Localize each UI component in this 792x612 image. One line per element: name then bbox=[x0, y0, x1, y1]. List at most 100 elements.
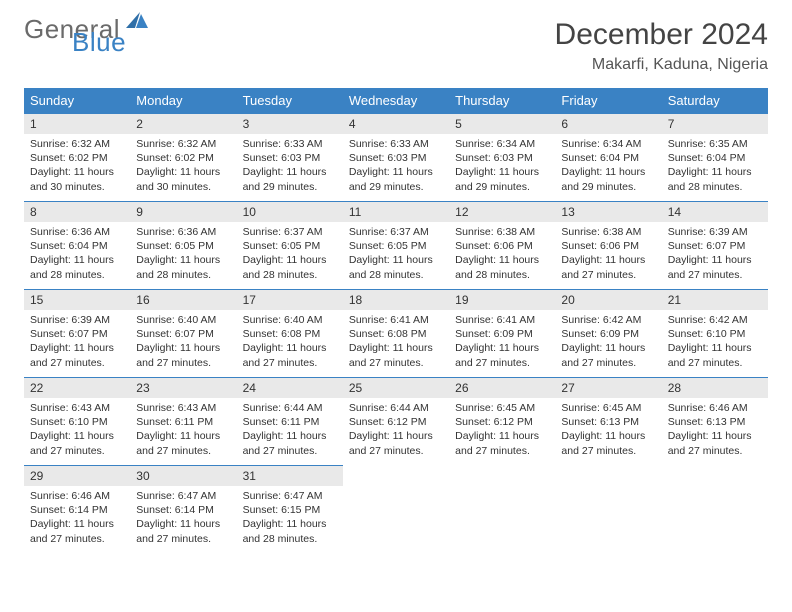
day-info: Sunrise: 6:34 AMSunset: 6:04 PMDaylight:… bbox=[555, 134, 661, 200]
day-cell: 14Sunrise: 6:39 AMSunset: 6:07 PMDayligh… bbox=[662, 201, 768, 289]
day-cell: 31Sunrise: 6:47 AMSunset: 6:15 PMDayligh… bbox=[237, 465, 343, 553]
empty-cell bbox=[555, 465, 661, 553]
day-number: 16 bbox=[130, 290, 236, 310]
day-info: Sunrise: 6:45 AMSunset: 6:13 PMDaylight:… bbox=[555, 398, 661, 464]
day-number: 4 bbox=[343, 114, 449, 134]
day-cell: 7Sunrise: 6:35 AMSunset: 6:04 PMDaylight… bbox=[662, 113, 768, 201]
day-info: Sunrise: 6:43 AMSunset: 6:10 PMDaylight:… bbox=[24, 398, 130, 464]
day-number: 20 bbox=[555, 290, 661, 310]
day-info: Sunrise: 6:46 AMSunset: 6:14 PMDaylight:… bbox=[24, 486, 130, 552]
day-number: 12 bbox=[449, 202, 555, 222]
day-info: Sunrise: 6:38 AMSunset: 6:06 PMDaylight:… bbox=[449, 222, 555, 288]
day-number: 15 bbox=[24, 290, 130, 310]
day-number: 11 bbox=[343, 202, 449, 222]
day-info: Sunrise: 6:36 AMSunset: 6:04 PMDaylight:… bbox=[24, 222, 130, 288]
day-number: 26 bbox=[449, 378, 555, 398]
day-cell: 10Sunrise: 6:37 AMSunset: 6:05 PMDayligh… bbox=[237, 201, 343, 289]
day-number: 5 bbox=[449, 114, 555, 134]
month-title: December 2024 bbox=[555, 18, 768, 52]
day-cell: 11Sunrise: 6:37 AMSunset: 6:05 PMDayligh… bbox=[343, 201, 449, 289]
day-cell: 5Sunrise: 6:34 AMSunset: 6:03 PMDaylight… bbox=[449, 113, 555, 201]
day-cell: 2Sunrise: 6:32 AMSunset: 6:02 PMDaylight… bbox=[130, 113, 236, 201]
day-info: Sunrise: 6:33 AMSunset: 6:03 PMDaylight:… bbox=[237, 134, 343, 200]
empty-cell bbox=[343, 465, 449, 553]
weekday-header: Wednesday bbox=[343, 88, 449, 113]
day-info: Sunrise: 6:40 AMSunset: 6:07 PMDaylight:… bbox=[130, 310, 236, 376]
day-number: 7 bbox=[662, 114, 768, 134]
day-info: Sunrise: 6:34 AMSunset: 6:03 PMDaylight:… bbox=[449, 134, 555, 200]
day-number: 27 bbox=[555, 378, 661, 398]
day-cell: 27Sunrise: 6:45 AMSunset: 6:13 PMDayligh… bbox=[555, 377, 661, 465]
header: GeneralBlue December 2024 Makarfi, Kadun… bbox=[24, 18, 768, 74]
day-info: Sunrise: 6:35 AMSunset: 6:04 PMDaylight:… bbox=[662, 134, 768, 200]
day-info: Sunrise: 6:45 AMSunset: 6:12 PMDaylight:… bbox=[449, 398, 555, 464]
day-cell: 3Sunrise: 6:33 AMSunset: 6:03 PMDaylight… bbox=[237, 113, 343, 201]
empty-cell bbox=[662, 465, 768, 553]
day-info: Sunrise: 6:47 AMSunset: 6:14 PMDaylight:… bbox=[130, 486, 236, 552]
day-cell: 23Sunrise: 6:43 AMSunset: 6:11 PMDayligh… bbox=[130, 377, 236, 465]
weekday-header: Sunday bbox=[24, 88, 130, 113]
day-info: Sunrise: 6:41 AMSunset: 6:09 PMDaylight:… bbox=[449, 310, 555, 376]
day-cell: 8Sunrise: 6:36 AMSunset: 6:04 PMDaylight… bbox=[24, 201, 130, 289]
day-number: 6 bbox=[555, 114, 661, 134]
day-info: Sunrise: 6:41 AMSunset: 6:08 PMDaylight:… bbox=[343, 310, 449, 376]
day-cell: 4Sunrise: 6:33 AMSunset: 6:03 PMDaylight… bbox=[343, 113, 449, 201]
day-info: Sunrise: 6:36 AMSunset: 6:05 PMDaylight:… bbox=[130, 222, 236, 288]
day-cell: 24Sunrise: 6:44 AMSunset: 6:11 PMDayligh… bbox=[237, 377, 343, 465]
day-number: 8 bbox=[24, 202, 130, 222]
day-number: 17 bbox=[237, 290, 343, 310]
day-cell: 18Sunrise: 6:41 AMSunset: 6:08 PMDayligh… bbox=[343, 289, 449, 377]
day-number: 19 bbox=[449, 290, 555, 310]
day-number: 1 bbox=[24, 114, 130, 134]
day-info: Sunrise: 6:42 AMSunset: 6:09 PMDaylight:… bbox=[555, 310, 661, 376]
logo-sail-icon bbox=[126, 12, 148, 30]
logo: GeneralBlue bbox=[24, 18, 146, 65]
empty-cell bbox=[449, 465, 555, 553]
day-number: 9 bbox=[130, 202, 236, 222]
day-info: Sunrise: 6:39 AMSunset: 6:07 PMDaylight:… bbox=[24, 310, 130, 376]
day-cell: 9Sunrise: 6:36 AMSunset: 6:05 PMDaylight… bbox=[130, 201, 236, 289]
day-cell: 21Sunrise: 6:42 AMSunset: 6:10 PMDayligh… bbox=[662, 289, 768, 377]
day-number: 24 bbox=[237, 378, 343, 398]
logo-text-2: Blue bbox=[72, 27, 126, 57]
day-cell: 6Sunrise: 6:34 AMSunset: 6:04 PMDaylight… bbox=[555, 113, 661, 201]
weekday-header: Friday bbox=[555, 88, 661, 113]
day-info: Sunrise: 6:37 AMSunset: 6:05 PMDaylight:… bbox=[343, 222, 449, 288]
day-cell: 22Sunrise: 6:43 AMSunset: 6:10 PMDayligh… bbox=[24, 377, 130, 465]
day-cell: 17Sunrise: 6:40 AMSunset: 6:08 PMDayligh… bbox=[237, 289, 343, 377]
day-info: Sunrise: 6:38 AMSunset: 6:06 PMDaylight:… bbox=[555, 222, 661, 288]
day-number: 18 bbox=[343, 290, 449, 310]
weekday-header: Thursday bbox=[449, 88, 555, 113]
day-info: Sunrise: 6:32 AMSunset: 6:02 PMDaylight:… bbox=[24, 134, 130, 200]
day-number: 23 bbox=[130, 378, 236, 398]
day-number: 31 bbox=[237, 466, 343, 486]
day-number: 28 bbox=[662, 378, 768, 398]
day-info: Sunrise: 6:32 AMSunset: 6:02 PMDaylight:… bbox=[130, 134, 236, 200]
weekday-header: Saturday bbox=[662, 88, 768, 113]
day-number: 3 bbox=[237, 114, 343, 134]
day-info: Sunrise: 6:39 AMSunset: 6:07 PMDaylight:… bbox=[662, 222, 768, 288]
day-cell: 30Sunrise: 6:47 AMSunset: 6:14 PMDayligh… bbox=[130, 465, 236, 553]
day-info: Sunrise: 6:33 AMSunset: 6:03 PMDaylight:… bbox=[343, 134, 449, 200]
day-info: Sunrise: 6:47 AMSunset: 6:15 PMDaylight:… bbox=[237, 486, 343, 552]
location: Makarfi, Kaduna, Nigeria bbox=[555, 56, 768, 74]
day-cell: 1Sunrise: 6:32 AMSunset: 6:02 PMDaylight… bbox=[24, 113, 130, 201]
day-cell: 19Sunrise: 6:41 AMSunset: 6:09 PMDayligh… bbox=[449, 289, 555, 377]
day-number: 2 bbox=[130, 114, 236, 134]
weekday-header: Tuesday bbox=[237, 88, 343, 113]
day-number: 10 bbox=[237, 202, 343, 222]
calendar-grid: SundayMondayTuesdayWednesdayThursdayFrid… bbox=[24, 88, 768, 553]
day-cell: 25Sunrise: 6:44 AMSunset: 6:12 PMDayligh… bbox=[343, 377, 449, 465]
day-info: Sunrise: 6:44 AMSunset: 6:11 PMDaylight:… bbox=[237, 398, 343, 464]
day-cell: 16Sunrise: 6:40 AMSunset: 6:07 PMDayligh… bbox=[130, 289, 236, 377]
day-number: 25 bbox=[343, 378, 449, 398]
day-info: Sunrise: 6:46 AMSunset: 6:13 PMDaylight:… bbox=[662, 398, 768, 464]
day-number: 21 bbox=[662, 290, 768, 310]
day-number: 13 bbox=[555, 202, 661, 222]
day-cell: 12Sunrise: 6:38 AMSunset: 6:06 PMDayligh… bbox=[449, 201, 555, 289]
day-cell: 13Sunrise: 6:38 AMSunset: 6:06 PMDayligh… bbox=[555, 201, 661, 289]
day-cell: 15Sunrise: 6:39 AMSunset: 6:07 PMDayligh… bbox=[24, 289, 130, 377]
title-block: December 2024 Makarfi, Kaduna, Nigeria bbox=[555, 18, 768, 74]
day-info: Sunrise: 6:42 AMSunset: 6:10 PMDaylight:… bbox=[662, 310, 768, 376]
day-number: 30 bbox=[130, 466, 236, 486]
